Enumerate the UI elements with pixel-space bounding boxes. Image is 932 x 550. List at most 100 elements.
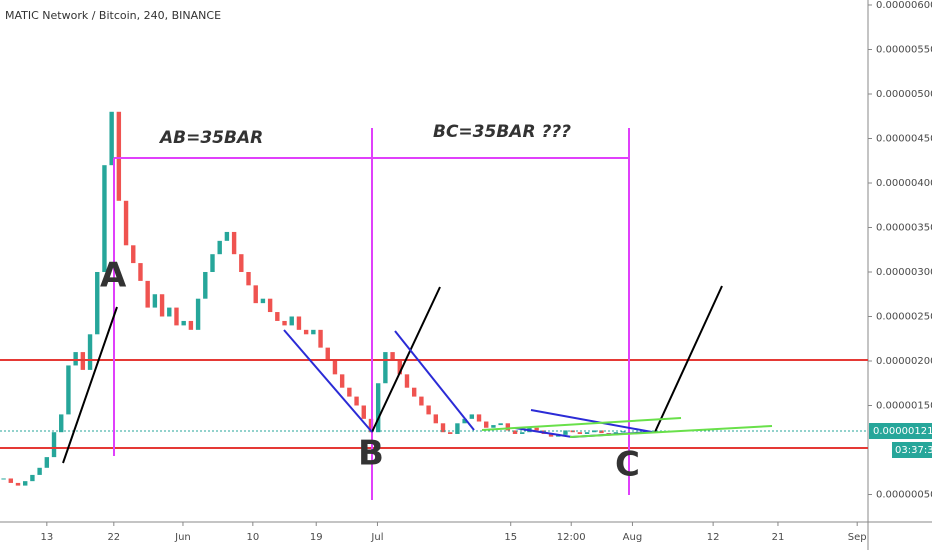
candle (73, 352, 78, 366)
impulse-line (371, 286, 441, 433)
candle (181, 320, 186, 326)
x-tick-label: 21 (772, 532, 785, 543)
candle (484, 421, 489, 428)
candle (116, 111, 122, 201)
x-tick-label: Jul (370, 532, 383, 543)
x-tick-label: Aug (623, 532, 643, 543)
impulse-line (62, 306, 118, 464)
candle (66, 365, 71, 415)
candle (448, 432, 453, 434)
last-price-label: 0.00000121 (873, 426, 932, 437)
candle (30, 474, 35, 482)
candle (512, 430, 518, 434)
channel-line (569, 425, 773, 438)
trend-line (283, 329, 373, 433)
candle (520, 432, 525, 434)
y-tick-label: 0.00000050 (876, 489, 932, 500)
candle (419, 396, 424, 406)
candle (397, 360, 402, 375)
candle (339, 374, 345, 388)
y-tick-label: 0.00000550 (876, 44, 932, 55)
candle (383, 352, 388, 384)
candle (239, 254, 244, 272)
channel-line (481, 417, 682, 431)
point-label: C (615, 445, 640, 485)
x-tick-label: 15 (504, 532, 517, 543)
candle (563, 430, 568, 435)
candle (325, 347, 330, 361)
chart-title: MATIC Network / Bitcoin, 240, BINANCE (5, 9, 221, 22)
candle (8, 478, 14, 483)
candle (282, 320, 287, 326)
candle (246, 271, 251, 286)
candle (296, 316, 302, 330)
candle (433, 414, 439, 424)
candle (289, 316, 294, 326)
candle (426, 405, 431, 415)
candle (44, 457, 50, 468)
candle (620, 431, 626, 433)
candle (332, 360, 338, 375)
candle (174, 307, 179, 326)
y-tick-label: 0.00000400 (876, 178, 932, 189)
candle (59, 414, 64, 433)
candle (404, 374, 410, 388)
candle (390, 352, 395, 361)
y-tick-label: 0.00000300 (876, 267, 932, 278)
candle (505, 423, 511, 431)
y-tick-label: 0.00000450 (876, 133, 932, 144)
candle (138, 263, 143, 281)
candle (109, 111, 114, 166)
candle (599, 430, 604, 434)
y-tick-label: 0.00000250 (876, 311, 932, 322)
candle (462, 418, 467, 424)
point-label: A (100, 256, 127, 296)
x-tick-label: 22 (107, 532, 120, 543)
countdown-box (892, 442, 932, 458)
candle (318, 329, 323, 348)
candle (51, 432, 57, 458)
candle (123, 200, 129, 246)
candle (347, 387, 352, 397)
candle (231, 231, 237, 255)
drawings (0, 128, 868, 500)
candle (210, 254, 215, 272)
x-tick-label: Jun (174, 532, 191, 543)
candle (95, 271, 100, 335)
candle (584, 432, 590, 434)
countdown: 03:37:35 (895, 445, 932, 456)
x-tick-label: 12 (707, 532, 720, 543)
candle (195, 298, 201, 330)
candle (311, 329, 316, 335)
candle (1, 478, 6, 480)
y-tick-label: 0.00000200 (876, 356, 932, 367)
candle (368, 418, 374, 433)
candle (145, 280, 150, 308)
y-tick-label: 0.00000150 (876, 400, 932, 411)
annotation: AB=35BAR (158, 128, 263, 148)
candle (253, 285, 258, 304)
candle (469, 414, 475, 419)
candle (159, 294, 165, 317)
x-tick-label: 12:00 (557, 532, 586, 543)
candle (440, 423, 446, 433)
candle (188, 320, 194, 330)
candle (411, 387, 417, 397)
plot-area (1, 111, 626, 486)
candle (131, 245, 136, 264)
candle (548, 433, 554, 437)
candle (167, 307, 172, 317)
candle (375, 383, 381, 433)
x-tick-label: Sep (848, 532, 867, 543)
candle (37, 467, 42, 475)
candle (23, 481, 28, 486)
last-price-box (869, 423, 932, 439)
candle (577, 432, 583, 434)
candle (498, 423, 503, 426)
candle (592, 430, 597, 433)
candle (15, 482, 21, 486)
candle (476, 414, 482, 422)
candle (217, 240, 222, 255)
annotation: BC=35BAR ??? (433, 122, 571, 142)
